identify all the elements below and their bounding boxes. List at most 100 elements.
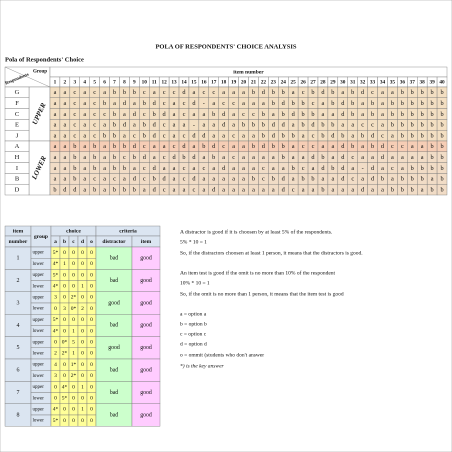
cell-text: good	[108, 345, 120, 351]
cell-text: a	[113, 100, 116, 107]
cell-text: d	[262, 89, 266, 96]
cell-text: b	[440, 143, 443, 150]
cell-text: b	[440, 165, 443, 172]
cell-text: item number	[233, 69, 264, 75]
cell-text: 1	[81, 407, 84, 413]
cell-text: choice	[66, 228, 81, 234]
cell-text: b	[411, 165, 414, 172]
cell-text: c	[401, 143, 404, 150]
cell-text: a	[242, 143, 245, 150]
cell-text: upper	[33, 318, 45, 323]
cell-text: d	[371, 176, 375, 183]
cell-text: a	[103, 165, 106, 172]
cell-text: b	[401, 132, 404, 139]
note-line: a = option a	[180, 311, 207, 317]
cell-text: a	[83, 165, 86, 172]
note-line: 10% * 10 = 1	[180, 280, 210, 286]
cell-text: a	[212, 176, 215, 183]
cell-text: d	[371, 165, 375, 172]
cell-text: a	[302, 154, 305, 161]
cell-text: b	[411, 176, 414, 183]
cell-text: a	[302, 186, 305, 193]
cell-text: b	[331, 165, 334, 172]
cell-text: b	[292, 132, 295, 139]
cell-text: 0	[72, 272, 75, 278]
cell-text: a	[242, 154, 245, 161]
cell-text: 8	[17, 412, 20, 418]
cell-text: a	[54, 165, 57, 172]
cell-text: b	[252, 143, 255, 150]
cell-text: d	[192, 154, 196, 161]
cell-text: upper	[33, 363, 45, 368]
cell-text: a	[272, 154, 275, 161]
cell-text: a	[212, 132, 215, 139]
cell-text: d	[182, 143, 186, 150]
cell-text: d	[341, 165, 345, 172]
cell-text: b	[401, 111, 404, 118]
note-line: An item test is good if the omit is no m…	[180, 269, 336, 276]
cell-text: b	[262, 122, 265, 129]
cell-text: b	[431, 132, 434, 139]
cell-text: A	[15, 143, 20, 150]
cell-text: good	[140, 256, 152, 262]
cell-text: number	[9, 239, 28, 245]
note-line: A distractor is good if it is choosen by…	[180, 228, 333, 235]
cell-text: 2	[17, 278, 20, 284]
cell-text: a	[272, 111, 275, 118]
cell-text: a	[421, 154, 424, 161]
cell-text: a	[381, 111, 384, 118]
cell-text: b	[411, 186, 414, 193]
cell-text: d	[311, 154, 315, 161]
cell-text: 14	[181, 80, 187, 86]
cell-text: a	[54, 132, 57, 139]
cell-text: 37	[410, 80, 416, 86]
cell-text: d	[123, 100, 127, 107]
cell-text: 7	[113, 80, 116, 86]
cell-text: a	[401, 154, 404, 161]
cell-text: 0	[81, 362, 84, 368]
cell-text: c	[312, 132, 315, 139]
cell-text: upper	[33, 251, 45, 256]
cell-text: 17	[211, 80, 217, 86]
cell-text: c	[173, 89, 176, 96]
cell-text: 7	[17, 390, 20, 396]
cell-text: b	[73, 165, 76, 172]
cell-text: good	[140, 300, 152, 306]
cell-text: b	[411, 89, 414, 96]
cell-text: a	[322, 143, 325, 150]
cell-text: c	[72, 239, 75, 245]
cell-text: 5*	[53, 317, 59, 323]
cell-text: b	[431, 100, 434, 107]
cell-text: lower	[33, 419, 45, 424]
cell-text: b	[431, 122, 434, 129]
cell-text: group	[34, 234, 48, 240]
cell-text: lower	[33, 396, 45, 401]
cell-text: c	[183, 176, 186, 183]
cell-text: a	[103, 122, 106, 129]
cell-text: a	[292, 143, 295, 150]
cell-text: d	[212, 143, 216, 150]
cell-text: c	[361, 122, 364, 129]
cell-text: c	[93, 111, 96, 118]
cell-text: c	[391, 165, 394, 172]
cell-text: bad	[110, 256, 118, 262]
cell-text: a	[411, 154, 414, 161]
cell-text: 0	[90, 373, 93, 379]
cell-text: a	[183, 186, 186, 193]
cell-text: b	[282, 89, 285, 96]
cell-text: d	[222, 122, 226, 129]
cell-text: d	[133, 111, 137, 118]
cell-text: a	[83, 186, 86, 193]
cell-text: a	[103, 89, 106, 96]
cell-text: a	[163, 143, 166, 150]
cell-text: 28	[320, 80, 326, 86]
cell-text: a	[63, 122, 66, 129]
cell-text: 0	[81, 295, 84, 301]
cell-text: b	[351, 111, 354, 118]
cell-text: a	[202, 122, 205, 129]
cell-text: b	[123, 143, 126, 150]
cell-text: a	[153, 89, 156, 96]
cell-text: c	[202, 89, 205, 96]
cell-text: a	[322, 100, 325, 107]
cell-text: a	[252, 100, 255, 107]
